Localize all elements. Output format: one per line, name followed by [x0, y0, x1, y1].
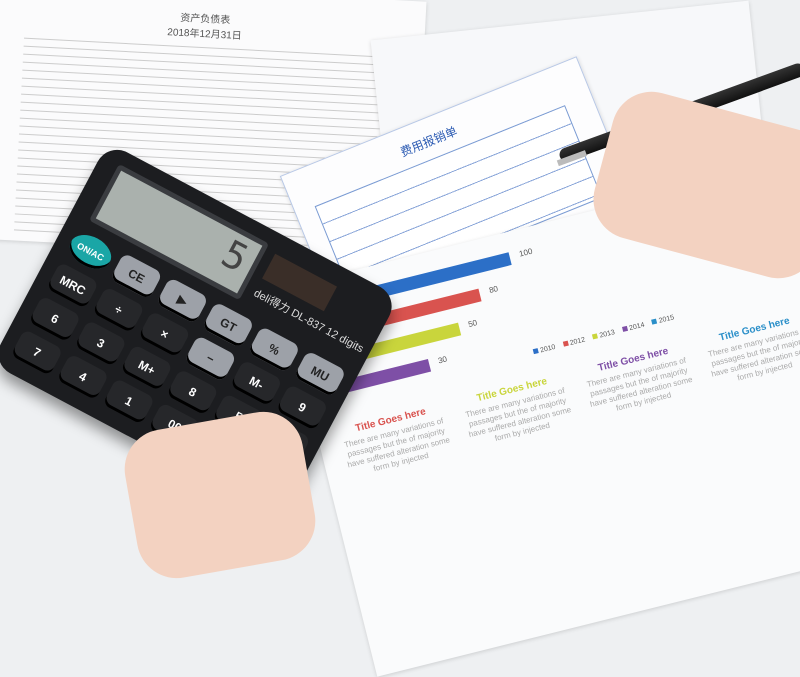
- legend-item: 2012: [562, 336, 586, 348]
- tick-label: 30: [437, 354, 448, 366]
- legend-item: 2015: [651, 314, 675, 326]
- tick-label: 50: [467, 318, 479, 330]
- text-column: Title Goes here There are many variations…: [700, 312, 800, 390]
- text-column: Title Goes here There are many variations…: [336, 403, 456, 481]
- typing-hand: [118, 405, 322, 585]
- text-column: Title Goes here There are many variations…: [458, 372, 578, 450]
- legend-label: 2015: [658, 314, 676, 325]
- legend-item: 2014: [621, 321, 646, 334]
- tick-label: 100: [518, 246, 534, 259]
- legend-label: 2014: [628, 321, 646, 333]
- legend-item: 2013: [592, 329, 616, 341]
- tick-label: 80: [488, 284, 499, 295]
- legend-item: 2010: [532, 343, 557, 356]
- legend-label: 2012: [569, 336, 586, 348]
- legend-label: 2013: [598, 329, 616, 340]
- legend-label: 2010: [539, 343, 557, 355]
- text-column: Title Goes here There are many variations…: [579, 342, 699, 420]
